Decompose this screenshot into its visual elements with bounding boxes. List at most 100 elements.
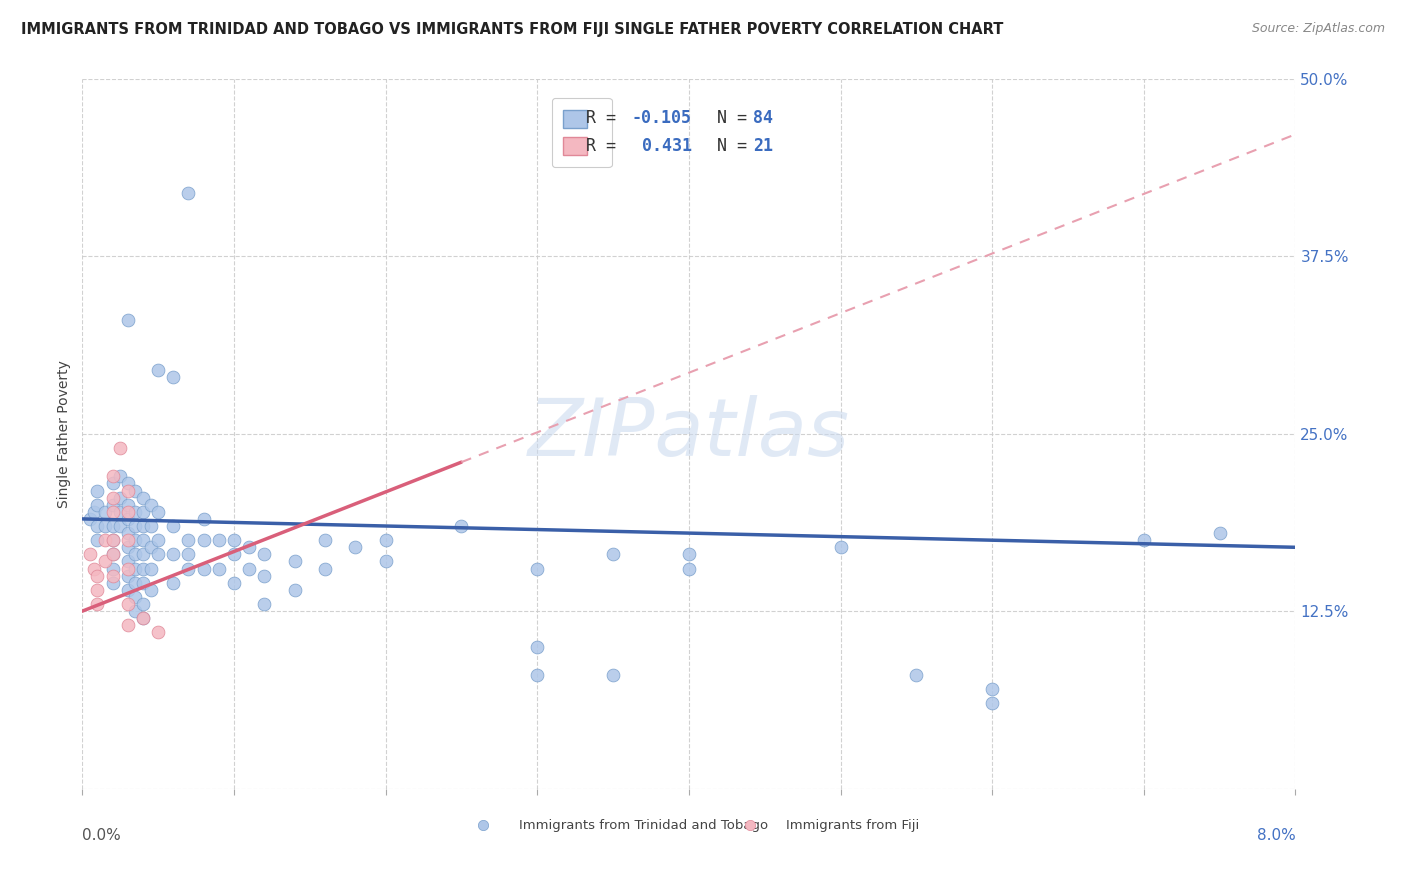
Point — [108, 491, 131, 505]
Legend: , : , — [551, 98, 612, 167]
Point — [602, 668, 624, 682]
Point — [108, 505, 131, 519]
Text: 84: 84 — [754, 109, 773, 127]
Point — [101, 561, 124, 575]
Point — [101, 568, 124, 582]
Point — [374, 533, 396, 548]
Point — [101, 491, 124, 505]
Point — [117, 561, 139, 575]
Point — [132, 611, 155, 625]
Point — [86, 582, 108, 597]
Point — [117, 483, 139, 498]
Text: Immigrants from Fiji: Immigrants from Fiji — [786, 819, 920, 832]
Point — [132, 548, 155, 562]
Point — [101, 476, 124, 491]
Point — [981, 682, 1004, 697]
Point — [526, 668, 548, 682]
Point — [177, 548, 200, 562]
Point — [86, 597, 108, 611]
Point — [101, 469, 124, 483]
Point — [94, 533, 117, 548]
Point — [124, 561, 146, 575]
Point — [124, 590, 146, 604]
Point — [1133, 533, 1156, 548]
Point — [132, 561, 155, 575]
Point — [124, 548, 146, 562]
Point — [678, 561, 700, 575]
Point — [117, 533, 139, 548]
Text: R =: R = — [586, 137, 626, 155]
Text: Source: ZipAtlas.com: Source: ZipAtlas.com — [1251, 22, 1385, 36]
Point — [177, 533, 200, 548]
Point — [124, 575, 146, 590]
Point — [117, 597, 139, 611]
Point — [139, 561, 162, 575]
Point — [222, 575, 245, 590]
Point — [146, 505, 169, 519]
Text: ZIPatlas: ZIPatlas — [527, 395, 851, 473]
Point — [139, 519, 162, 533]
Point — [253, 597, 276, 611]
Point — [132, 575, 155, 590]
Point — [79, 512, 101, 526]
Point — [238, 561, 260, 575]
Point — [177, 561, 200, 575]
Point — [146, 363, 169, 377]
Point — [132, 533, 155, 548]
Y-axis label: Single Father Poverty: Single Father Poverty — [58, 359, 72, 508]
Text: Immigrants from Trinidad and Tobago: Immigrants from Trinidad and Tobago — [519, 819, 768, 832]
Point — [132, 597, 155, 611]
Text: 0.431: 0.431 — [631, 137, 692, 155]
Point — [94, 519, 117, 533]
Point — [86, 519, 108, 533]
Point — [238, 541, 260, 555]
Point — [253, 568, 276, 582]
Point — [86, 483, 108, 498]
Point — [101, 548, 124, 562]
Point — [132, 505, 155, 519]
Point — [108, 469, 131, 483]
Point — [139, 541, 162, 555]
Point — [132, 491, 155, 505]
Point — [139, 582, 162, 597]
Point — [981, 697, 1004, 711]
Point — [124, 505, 146, 519]
Point — [124, 533, 146, 548]
Point — [374, 554, 396, 568]
Point — [101, 505, 124, 519]
Point — [94, 554, 117, 568]
Text: 0.0%: 0.0% — [83, 828, 121, 843]
Point — [79, 548, 101, 562]
Point — [86, 533, 108, 548]
Point — [177, 186, 200, 200]
Point — [678, 548, 700, 562]
Text: 8.0%: 8.0% — [1257, 828, 1295, 843]
Point — [162, 548, 184, 562]
Point — [117, 476, 139, 491]
Point — [905, 668, 928, 682]
Point — [132, 519, 155, 533]
Point — [117, 505, 139, 519]
Text: R =: R = — [586, 109, 626, 127]
Text: N =: N = — [697, 109, 758, 127]
Text: -0.105: -0.105 — [631, 109, 692, 127]
Point — [108, 441, 131, 455]
Point — [139, 498, 162, 512]
Point — [108, 519, 131, 533]
Point — [83, 505, 105, 519]
Point — [162, 370, 184, 384]
Point — [94, 505, 117, 519]
Point — [314, 533, 336, 548]
Point — [526, 640, 548, 654]
Point — [117, 554, 139, 568]
Point — [162, 519, 184, 533]
Point — [162, 575, 184, 590]
Point — [193, 561, 215, 575]
Point — [344, 541, 367, 555]
Point — [117, 512, 139, 526]
Point — [83, 561, 105, 575]
Point — [314, 561, 336, 575]
Point — [146, 533, 169, 548]
Point — [193, 512, 215, 526]
Point — [117, 582, 139, 597]
